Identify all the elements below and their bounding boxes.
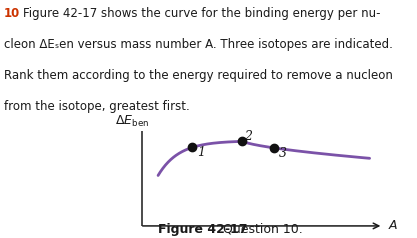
- Text: 2: 2: [244, 130, 253, 143]
- Text: Rank them according to the energy required to remove a nucleon: Rank them according to the energy requir…: [4, 69, 393, 82]
- Text: 3: 3: [279, 147, 286, 160]
- Text: $A$: $A$: [388, 219, 398, 233]
- Text: 10: 10: [4, 7, 20, 20]
- Text: Figure 42-17 shows the curve for the binding energy per nu-: Figure 42-17 shows the curve for the bin…: [23, 7, 380, 20]
- Text: from the isotope, greatest first.: from the isotope, greatest first.: [4, 100, 190, 113]
- Text: $\Delta E_{\rm ben}$: $\Delta E_{\rm ben}$: [115, 114, 149, 129]
- Text: cleon ΔEₛen versus mass number A. Three isotopes are indicated.: cleon ΔEₛen versus mass number A. Three …: [4, 38, 393, 51]
- Text: Question 10.: Question 10.: [215, 223, 302, 236]
- Text: 1: 1: [197, 146, 205, 159]
- Text: Figure 42-17: Figure 42-17: [158, 223, 248, 236]
